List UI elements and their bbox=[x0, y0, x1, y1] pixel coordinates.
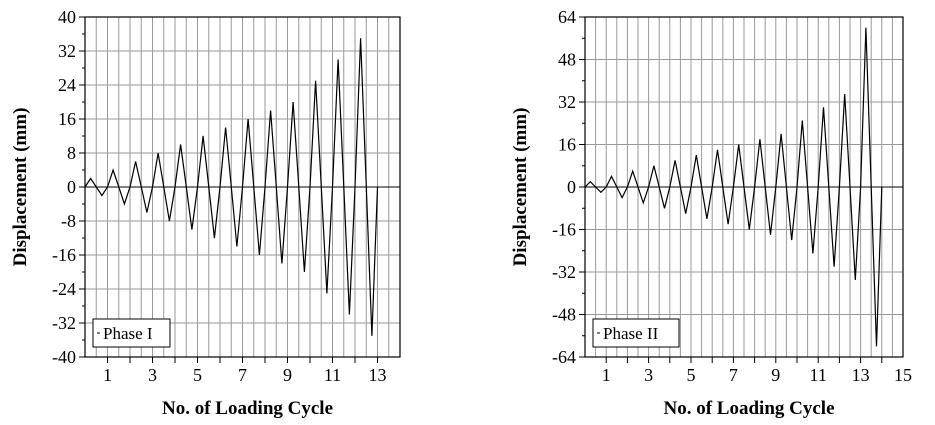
y-axis-title: Displacement (mm) bbox=[510, 108, 531, 267]
y-tick-label: 16 bbox=[558, 135, 576, 155]
y-tick-label: -16 bbox=[552, 220, 576, 240]
y-tick-label: -64 bbox=[552, 347, 576, 367]
x-tick-label: 11 bbox=[324, 365, 341, 385]
x-tick-label: 3 bbox=[148, 365, 157, 385]
x-tick-label: 7 bbox=[729, 365, 738, 385]
y-tick-label: 32 bbox=[558, 92, 576, 112]
y-tick-label: 48 bbox=[558, 50, 576, 70]
x-axis-title: No. of Loading Cycle bbox=[664, 398, 835, 419]
x-tick-label: 15 bbox=[894, 365, 912, 385]
y-tick-label: -8 bbox=[61, 211, 76, 231]
y-axis-title: Displacement (mm) bbox=[10, 108, 31, 267]
series-line bbox=[84, 38, 379, 336]
x-tick-label: 9 bbox=[283, 365, 292, 385]
x-axis-title: No. of Loading Cycle bbox=[162, 398, 333, 419]
y-tick-label: 8 bbox=[67, 143, 76, 163]
y-tick-label: 24 bbox=[58, 75, 76, 95]
legend-box bbox=[592, 318, 680, 348]
x-tick-label: 5 bbox=[193, 365, 202, 385]
y-tick-label: -48 bbox=[552, 305, 576, 325]
x-tick-label: 13 bbox=[369, 365, 387, 385]
x-tick-label: 1 bbox=[602, 365, 611, 385]
y-tick-label: -40 bbox=[52, 347, 76, 367]
y-tick-label: 16 bbox=[58, 109, 76, 129]
x-tick-label: 13 bbox=[852, 365, 870, 385]
y-tick-label: -32 bbox=[52, 313, 76, 333]
x-tick-label: 11 bbox=[810, 365, 827, 385]
y-tick-label: 32 bbox=[58, 41, 76, 61]
legend-label: Phase I bbox=[103, 324, 153, 343]
x-tick-label: 9 bbox=[771, 365, 780, 385]
y-tick-label: 0 bbox=[67, 177, 76, 197]
x-tick-label: 5 bbox=[687, 365, 696, 385]
y-tick-label: -24 bbox=[52, 279, 76, 299]
y-tick-label: 64 bbox=[558, 7, 576, 27]
x-tick-label: 1 bbox=[103, 365, 112, 385]
y-tick-label: -16 bbox=[52, 245, 76, 265]
x-tick-label: 7 bbox=[238, 365, 247, 385]
y-tick-label: 0 bbox=[567, 177, 576, 197]
y-tick-label: -32 bbox=[552, 262, 576, 282]
x-tick-label: 3 bbox=[644, 365, 653, 385]
legend-box bbox=[92, 318, 171, 348]
series-line bbox=[584, 27, 883, 347]
y-tick-label: 40 bbox=[58, 7, 76, 27]
legend-label: Phase II bbox=[603, 324, 659, 343]
